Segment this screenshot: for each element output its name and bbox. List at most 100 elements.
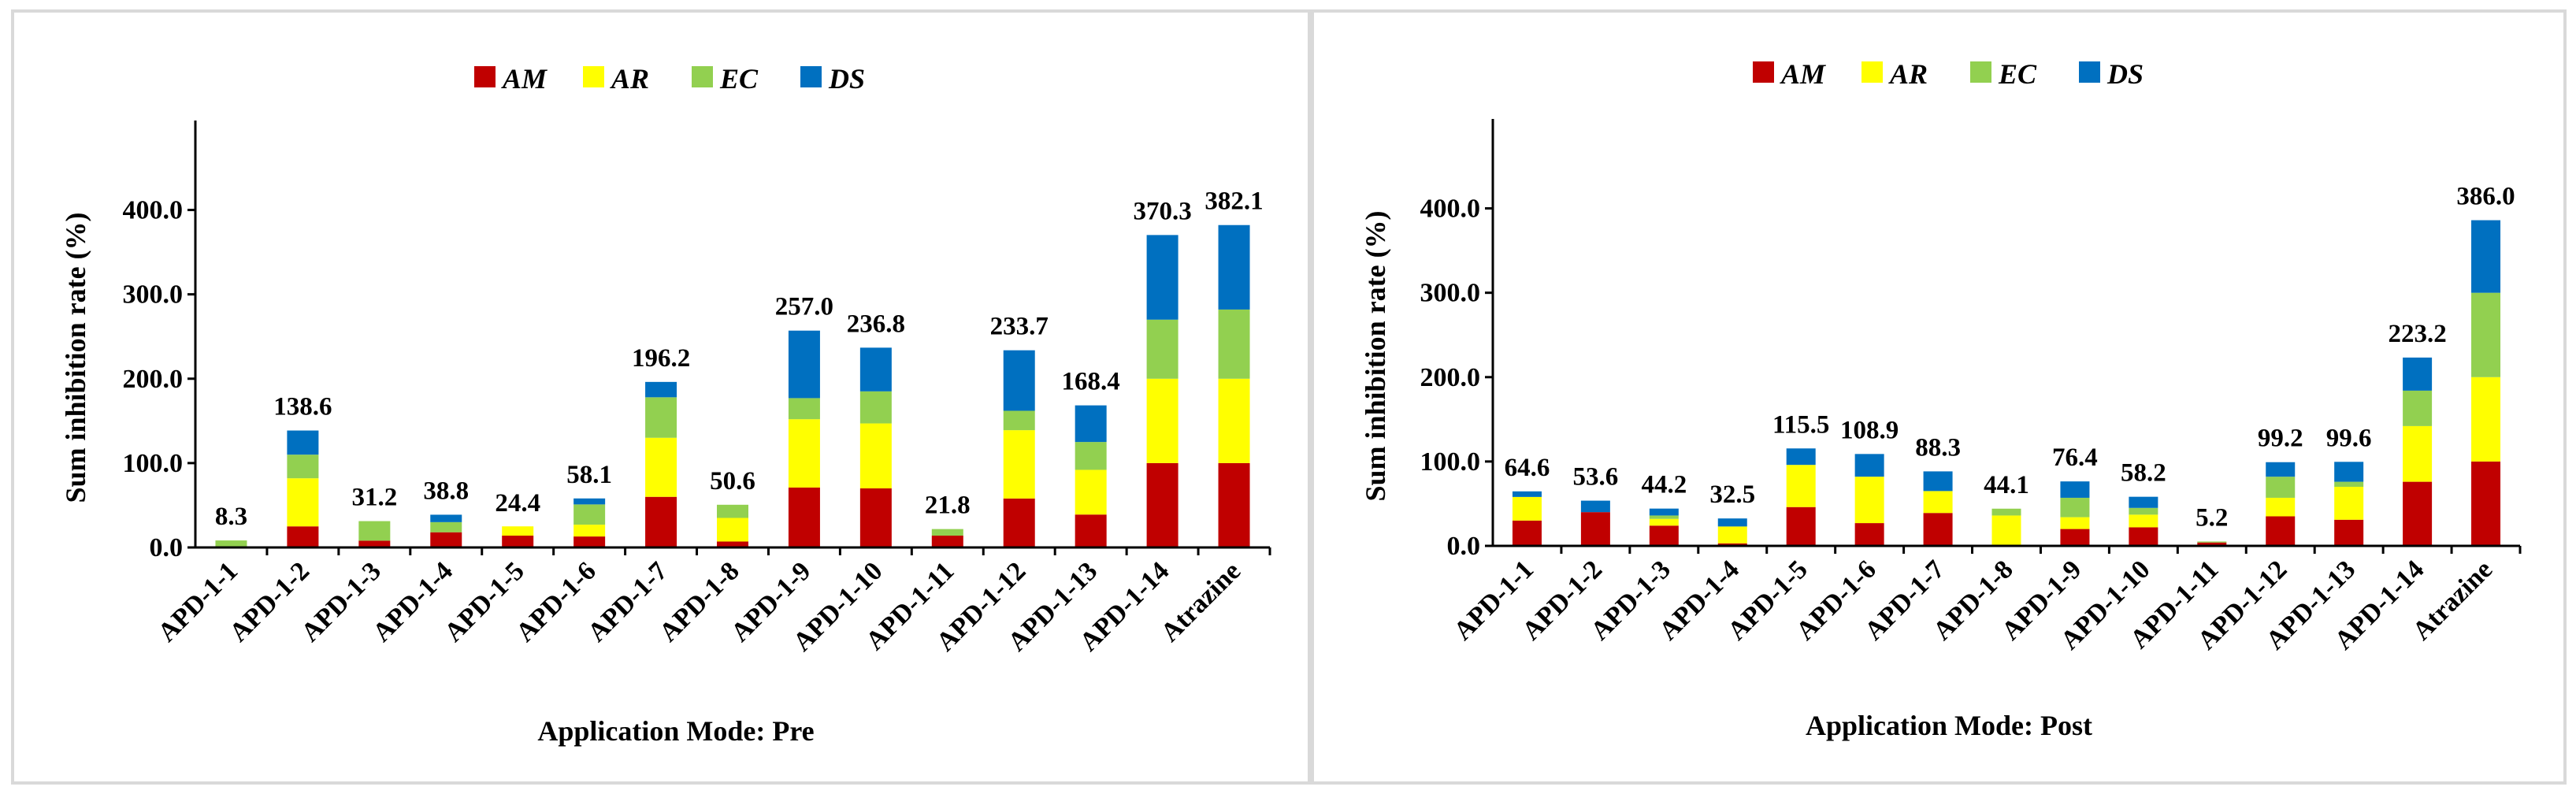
total-label: 53.6 [1573,463,1619,492]
bar-am-apd-1-13 [1075,514,1107,547]
y-tick-label: 200.0 [123,365,184,394]
bar-ar-apd-1-5 [1786,465,1816,507]
y-tick-label: 100.0 [1420,447,1481,477]
bar-ec-apd-1-12 [1003,410,1035,431]
bar-am-apd-1-1 [1512,520,1542,546]
bar-ec-apd-1-9 [788,398,820,420]
total-label: 44.2 [1641,471,1687,499]
bar-ds-apd-1-7 [645,381,677,398]
bar-ds-apd-1-9 [788,330,820,399]
legend-label-ar: AR [1888,58,1928,90]
total-label: 370.3 [1133,197,1191,225]
bar-ar-apd-1-10 [859,423,892,489]
legend-swatch-ds [2079,61,2100,83]
legend-swatch-ar [1861,61,1883,83]
bar-ec-apd-1-2 [287,455,319,479]
bar-ec-apd-1-8 [1991,508,2021,516]
legend-label-ds: DS [2106,58,2144,90]
bar-ar-apd-1-13 [1075,469,1107,515]
bar-ar-apd-1-10 [2129,514,2158,528]
chart-pre: AM AR EC DS 0.0 100.0 200.0 300.0 400.0 8.3 APD-1-… [60,63,1271,747]
total-label: 138.6 [273,393,332,421]
bar-am-apd-1-11 [931,536,963,547]
bar-ds-apd-1-13 [2334,462,2364,482]
bar-ar-apd-1-4 [1717,526,1747,544]
total-label: 76.4 [2052,443,2098,472]
bar-am-apd-1-9 [788,487,820,547]
bar-ar-apd-1-7 [645,437,677,497]
bar-ec-apd-1-7 [645,397,677,438]
legend-swatch-ec [1970,61,1991,83]
legend-swatch-ar [583,66,604,87]
legend-swatch-am [474,66,496,87]
y-axis-title: Sum inhibition rate (%) [1360,210,1391,501]
total-label: 108.9 [1840,416,1899,444]
bar-ds-apd-1-14 [2403,357,2433,391]
x-tick-label: APD-1-5 [439,556,530,647]
y-tick-label: 0.0 [1447,532,1481,561]
bar-ar-apd-1-6 [1854,477,1884,524]
bar-am-apd-1-3 [358,540,391,547]
x-tick-label: APD-1-3 [295,556,387,647]
x-tick-label: APD-1-4 [367,556,458,647]
bar-ar-atrazine [2471,377,2501,462]
bar-ds-apd-1-7 [1923,471,1953,492]
legend-swatch-ec [692,66,713,87]
x-tick-label: Atrazine [1156,556,1247,647]
bar-ar-apd-1-8 [1991,515,2021,546]
bar-ec-apd-1-12 [2266,477,2296,498]
total-label: 50.6 [710,467,755,495]
bar-am-apd-1-13 [2334,519,2364,546]
bar-ec-apd-1-11 [931,529,963,536]
bar-ec-apd-1-8 [717,504,748,518]
y-tick-label: 400.0 [123,196,184,225]
bar-am-apd-1-12 [1003,498,1035,547]
bar-am-apd-1-2 [1580,512,1610,546]
chart-panel-post: AM AR EC DS 0.0 100.0 200.0 300.0 400.0 64.6 APD-1… [1311,9,2567,785]
bar-ec-atrazine [2471,292,2501,377]
bar-am-apd-1-10 [2129,527,2158,546]
y-tick-label: 0.0 [150,533,184,562]
y-tick-label: 100.0 [123,449,184,478]
x-tick-label: APD-1-7 [582,556,674,647]
total-label: 31.2 [351,484,397,512]
bar-am-apd-1-9 [2060,529,2090,546]
total-label: 58.2 [2121,459,2166,488]
bar-am-apd-1-2 [287,526,319,547]
total-label: 21.8 [925,492,971,520]
bar-am-apd-1-7 [645,496,677,547]
total-label: 99.6 [2326,424,2372,452]
x-tick-label: APD-1-8 [654,556,745,647]
bar-ar-apd-1-8 [717,518,748,542]
bar-ec-apd-1-14 [1146,319,1179,379]
bar-ar-apd-1-6 [573,525,606,537]
bar-am-apd-1-5 [502,536,534,547]
total-label: 32.5 [1709,480,1755,509]
bar-ds-apd-1-3 [1649,508,1679,516]
total-label: 115.5 [1772,410,1829,439]
legend-label-am: AM [501,63,548,95]
bar-am-apd-1-10 [859,488,892,547]
bar-ar-apd-1-9 [788,419,820,488]
bar-ar-apd-1-2 [287,478,319,527]
bar-ec-apd-1-1 [215,540,247,547]
legend-label-ar: AR [610,63,649,95]
total-label: 38.8 [423,477,469,505]
x-axis-title: Application Mode: Pre [537,715,814,747]
bar-ar-atrazine [1218,378,1250,463]
legend-label-am: AM [1780,58,1827,90]
bar-ar-apd-1-1 [1512,496,1542,521]
total-label: 382.1 [1204,187,1263,216]
total-label: 88.3 [1915,433,1961,462]
total-label: 168.4 [1062,368,1120,396]
y-tick-label: 400.0 [1420,195,1481,224]
bar-ds-apd-1-2 [1580,500,1610,513]
bar-ar-apd-1-3 [1649,518,1679,526]
total-label: 8.3 [215,503,247,531]
y-axis-title: Sum inhibition rate (%) [60,212,91,503]
total-label: 236.8 [847,310,905,338]
y-tick-label: 200.0 [1420,363,1481,392]
bar-ar-apd-1-5 [502,526,534,536]
bar-ar-apd-1-14 [1146,378,1179,463]
bar-ds-apd-1-13 [1075,405,1107,443]
